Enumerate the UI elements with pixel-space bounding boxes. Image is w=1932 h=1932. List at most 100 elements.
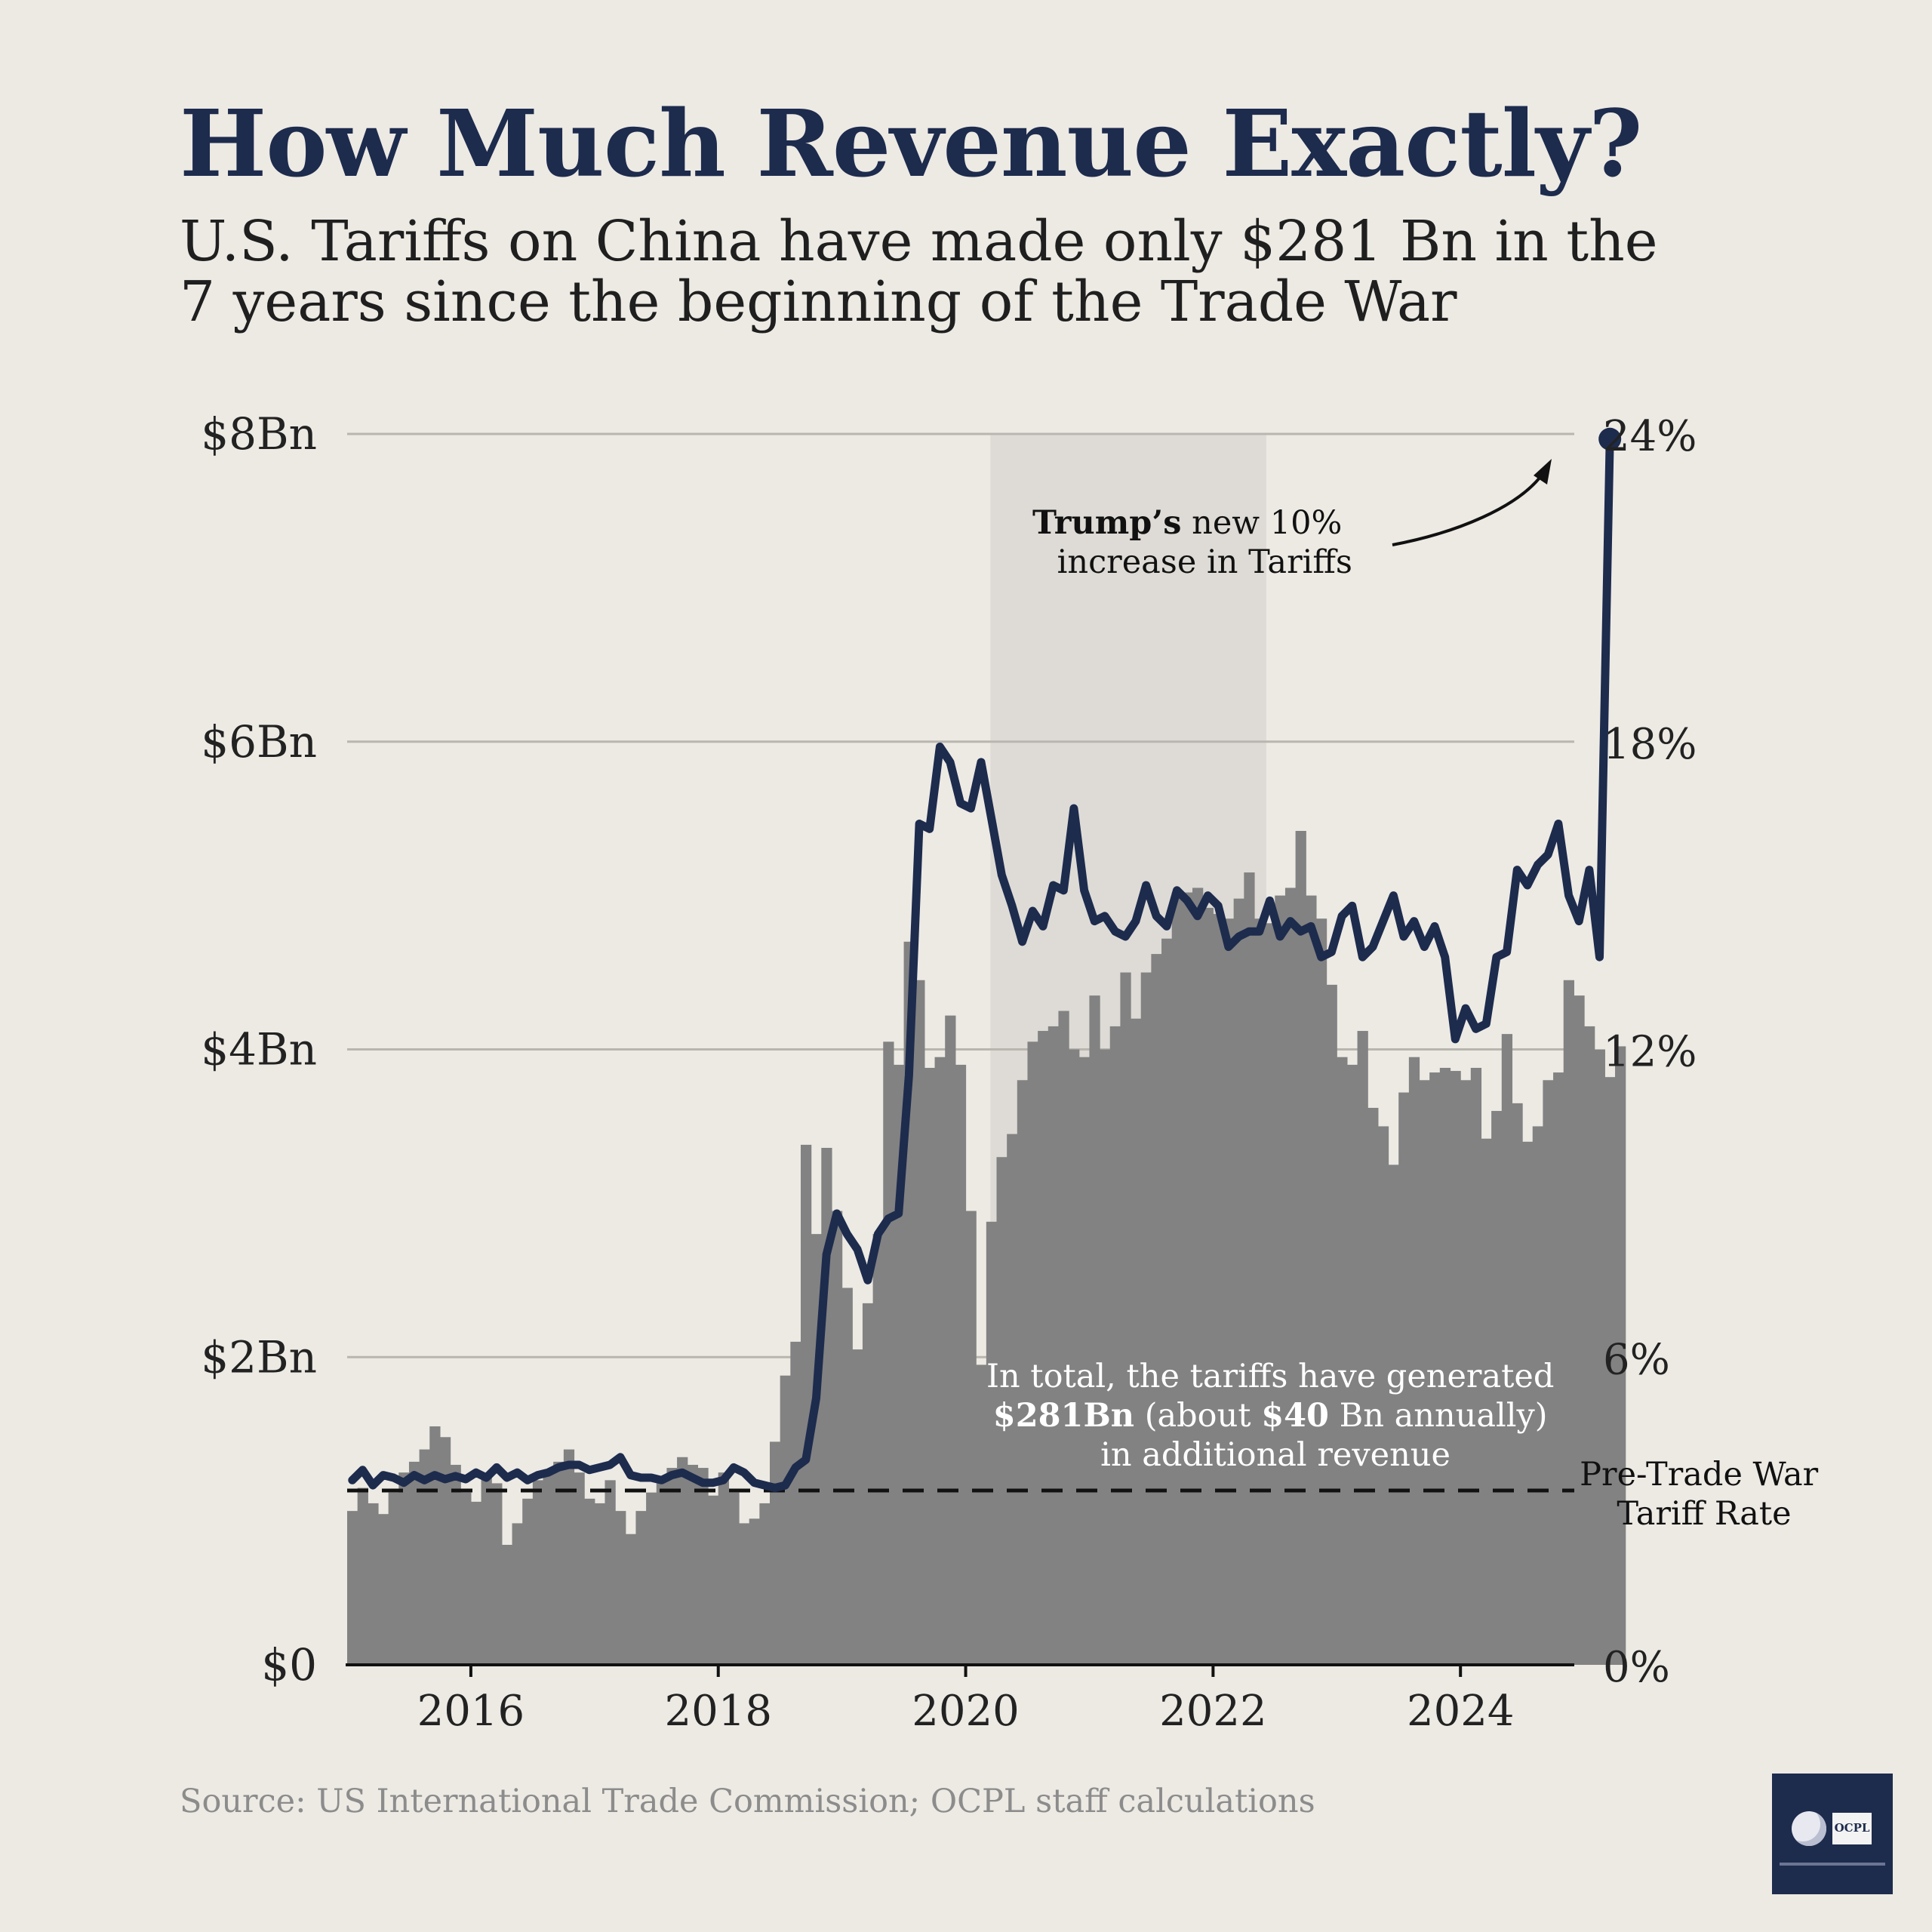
annotation-pretrade-line2: Tariff Rate [1617,1495,1791,1533]
annotation-total: In total, the tariffs have generated $28… [986,1358,1564,1474]
annotation-pretrade-line1: Pre-Trade War [1580,1456,1819,1494]
revenue-bar [800,1144,812,1665]
revenue-bar [872,1234,884,1665]
revenue-bar [594,1503,606,1665]
revenue-bar [1512,1103,1523,1665]
revenue-bar [1275,895,1286,1665]
revenue-bar [1306,895,1317,1665]
revenue-bar [501,1544,513,1665]
revenue-bar [841,1287,853,1665]
source-note: Source: US International Trade Commissio… [180,1783,1315,1820]
revenue-bar [1151,954,1162,1665]
subtitle-line-2: 7 years since the beginning of the Trade… [180,269,1457,334]
revenue-bar [1100,1049,1111,1665]
revenue-bar [697,1468,709,1665]
revenue-bar [512,1523,523,1665]
revenue-bar [708,1495,719,1665]
revenue-bar [1069,1049,1080,1665]
revenue-bar [1388,1164,1399,1665]
revenue-bar [1377,1126,1389,1665]
left-axis-tick-label: $0 [261,1639,317,1690]
revenue-bar [1048,1026,1060,1665]
revenue-bar [1254,918,1266,1665]
annotation-arrowhead [1534,459,1552,485]
revenue-bar [1574,995,1585,1665]
revenue-bar [1408,1057,1420,1665]
revenue-bar [677,1457,688,1665]
revenue-bar [1553,1072,1564,1665]
revenue-bar [450,1464,461,1665]
revenue-bar [656,1480,668,1665]
revenue-bar [543,1472,554,1665]
subtitle-line-1: U.S. Tariffs on China have made only $28… [180,209,1658,274]
revenue-bar [1078,1057,1091,1665]
revenue-bar [1419,1080,1430,1665]
revenue-bar [429,1426,441,1665]
revenue-bar [1367,1107,1379,1665]
revenue-bar [635,1511,647,1665]
revenue-bar [1131,1018,1142,1665]
annotation-total-annual: $40 [1261,1397,1329,1435]
revenue-bar [996,1157,1008,1665]
revenue-bar [852,1349,863,1665]
revenue-bar [1140,972,1152,1665]
revenue-bar [955,1064,967,1665]
revenue-bar [1017,1080,1029,1665]
x-axis-tick-label: 2022 [1159,1687,1267,1736]
revenue-bar [1470,1067,1482,1665]
revenue-bar [1563,980,1574,1665]
revenue-bar [883,1041,894,1665]
annotation-arrow [1392,472,1544,546]
revenue-bar [1346,1064,1358,1665]
revenue-bar [1295,830,1306,1665]
revenue-bar [976,1364,987,1665]
revenue-bar [481,1477,492,1665]
revenue-bar [1615,1046,1626,1665]
revenue-bar [532,1480,544,1665]
annotation-trump-bold: Trump’s [1032,504,1182,542]
right-axis-tick-label: 12% [1603,1028,1697,1077]
revenue-bar [1182,892,1193,1665]
revenue-bar [1315,918,1327,1665]
annotation-trump: Trump’s new 10% increase in Tariffs [1032,504,1352,581]
revenue-bar [1058,1011,1069,1665]
revenue-bar [605,1480,616,1665]
revenue-bar [1357,1031,1368,1665]
revenue-bar [1584,1026,1595,1665]
revenue-bar [470,1501,482,1665]
revenue-bar [1337,1057,1348,1665]
revenue-bar [1501,1034,1513,1665]
right-axis-tick-label: 18% [1603,720,1697,769]
revenue-bar [1223,918,1235,1665]
revenue-bar [625,1534,637,1665]
revenue-bar [1089,995,1100,1665]
revenue-bar [1244,872,1255,1665]
revenue-bar [1594,1049,1605,1665]
revenue-bar [914,980,925,1665]
revenue-bar [739,1523,750,1665]
revenue-bar [1460,1080,1472,1665]
logo-plate: OCPL [1832,1813,1872,1844]
revenue-bar [368,1503,379,1665]
revenue-bar [1233,898,1244,1665]
revenue-bar [780,1375,791,1665]
revenue-bar [831,1211,843,1665]
revenue-bar [986,1221,998,1665]
revenue-bar [522,1498,534,1665]
revenue-bar [1481,1138,1492,1665]
revenue-bar [460,1492,472,1665]
revenue-bar [584,1498,595,1665]
revenue-bar [770,1441,781,1665]
revenue-bar [1284,888,1297,1665]
right-axis-tick-label: 24% [1603,412,1697,461]
revenue-bar [1202,907,1214,1665]
annotation-total-line1: In total, the tariffs have generated [986,1358,1554,1395]
annotation-pretrade: Pre-Trade War Tariff Rate [1580,1456,1829,1533]
revenue-bar [965,1211,977,1665]
revenue-bar [408,1461,420,1665]
revenue-bar [924,1067,936,1665]
ocpl-logo: OCPL [1772,1774,1893,1894]
left-axis-tick-label: $4Bn [201,1024,317,1075]
tariff-rate-end-point [1598,427,1622,451]
